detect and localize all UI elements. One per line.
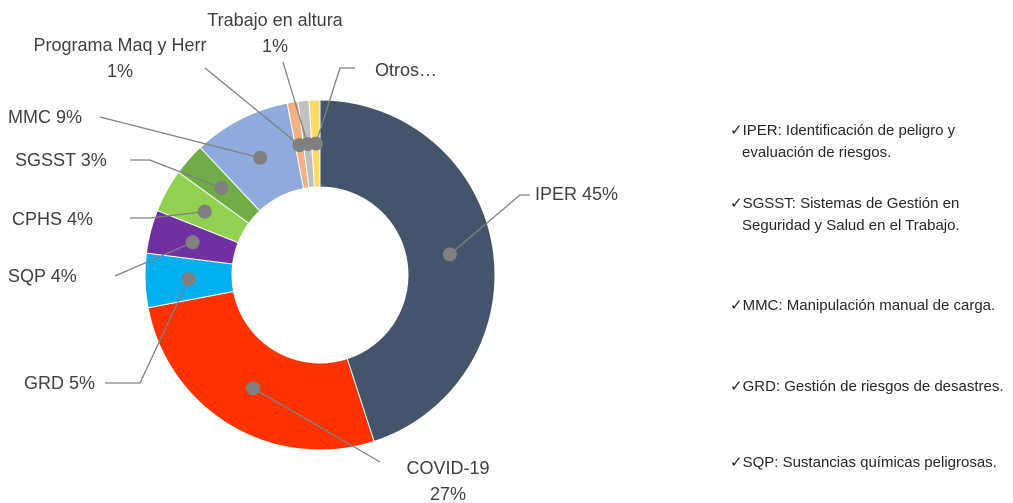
data-label: SQP 4% <box>8 263 77 289</box>
value-label: 27% <box>429 484 467 503</box>
value-label: 3% <box>80 150 107 170</box>
data-label: GRD 5% <box>24 370 95 396</box>
label-dot <box>197 204 212 219</box>
note: ✓SQP: Sustancias químicas peligrosas. <box>730 454 997 471</box>
note: ✓GRD: Gestión de riesgos de desastres. <box>730 378 1004 395</box>
note: ✓SGSST: Sistemas de Gestión en Seguridad… <box>730 195 960 234</box>
label-dot <box>246 381 261 396</box>
label-dot <box>181 272 196 287</box>
data-label: Otros… <box>375 57 437 83</box>
value-label: 45% <box>582 184 619 204</box>
note: ✓IPER: Identificación de peligro y evalu… <box>730 122 956 161</box>
value-label: 1% <box>261 36 288 56</box>
leader-line <box>204 67 300 146</box>
leader-line <box>130 211 205 219</box>
data-label: SGSST 3% <box>15 147 107 173</box>
leader-line <box>315 67 355 144</box>
donut-segment <box>319 99 496 443</box>
label-dot <box>185 235 200 250</box>
leader-line <box>282 61 309 145</box>
data-label: IPER 45% <box>535 181 618 207</box>
data-label: CPHS 4% <box>12 206 93 232</box>
category-label: SGSST <box>15 150 76 170</box>
category-label: COVID-19 <box>406 458 490 478</box>
donut-segment <box>147 290 375 451</box>
label-dot <box>308 136 323 151</box>
leader-line <box>105 278 190 384</box>
leader-line <box>99 116 261 159</box>
data-label: MMC 9% <box>8 104 82 130</box>
category-label: Otros… <box>375 60 438 80</box>
category-label: GRD <box>24 373 64 393</box>
label-dot <box>253 150 268 165</box>
label-dot <box>214 181 229 196</box>
value-label: 4% <box>67 209 94 229</box>
leader-line <box>449 194 530 255</box>
leader-line <box>114 241 193 277</box>
category-label: Programa Maq y Herr <box>33 35 207 55</box>
leader-line <box>130 159 222 189</box>
category-label: SQP <box>8 266 46 286</box>
data-label: COVID-19 27% <box>398 455 498 503</box>
category-label: CPHS <box>12 209 63 229</box>
category-label: Trabajo en altura <box>207 10 343 30</box>
note: ✓MMC: Manipulación manual de carga. <box>730 297 996 314</box>
value-label: 1% <box>106 61 133 81</box>
label-dot <box>442 247 457 262</box>
category-label: IPER <box>535 184 578 204</box>
value-label: 9% <box>56 107 83 127</box>
data-label: Trabajo en altura 1% <box>180 7 370 59</box>
leader-line <box>252 387 381 463</box>
value-label: 4% <box>50 266 77 286</box>
value-label: 5% <box>69 373 96 393</box>
category-label: MMC <box>8 107 51 127</box>
data-label: Programa Maq y Herr 1% <box>30 32 210 84</box>
